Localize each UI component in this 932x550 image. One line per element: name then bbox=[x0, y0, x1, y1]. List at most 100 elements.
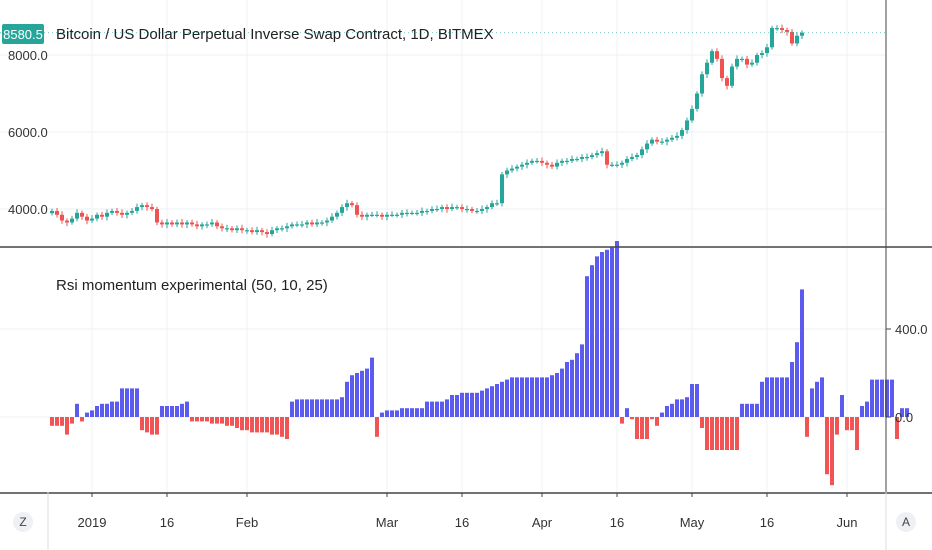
candle bbox=[730, 66, 734, 86]
histogram-bar bbox=[115, 401, 119, 417]
price-axis[interactable]: 4000.0 6000.0 8000.0 bbox=[8, 48, 48, 217]
candle bbox=[410, 212, 414, 215]
histogram-bar bbox=[435, 401, 439, 417]
histogram-bar bbox=[335, 399, 339, 417]
histogram-bar bbox=[585, 276, 589, 417]
histogram-bar bbox=[525, 377, 529, 417]
histogram-bar bbox=[820, 377, 824, 417]
histogram-bar bbox=[485, 388, 489, 417]
histogram-bar bbox=[160, 406, 164, 417]
histogram-bar bbox=[260, 417, 264, 433]
histogram-bar bbox=[425, 401, 429, 417]
candle bbox=[370, 214, 374, 216]
candle bbox=[65, 220, 69, 223]
candle bbox=[665, 139, 669, 142]
zoom-button[interactable]: Z bbox=[13, 512, 33, 532]
histogram-bar bbox=[575, 353, 579, 417]
histogram-bar bbox=[100, 403, 104, 417]
histogram-bar bbox=[410, 408, 414, 417]
histogram-bar bbox=[605, 249, 609, 417]
candle bbox=[515, 166, 519, 169]
main-chart-title: Bitcoin / US Dollar Perpetual Inverse Sw… bbox=[56, 26, 494, 43]
histogram-bar bbox=[340, 397, 344, 417]
candle bbox=[130, 210, 134, 213]
candle bbox=[525, 162, 529, 165]
histogram-bar bbox=[810, 388, 814, 417]
indicator-tick-label: 400.0 bbox=[895, 322, 928, 337]
histogram-bar bbox=[645, 417, 649, 439]
auto-scale-button[interactable]: A bbox=[896, 512, 916, 532]
candle bbox=[240, 228, 244, 231]
candle bbox=[590, 155, 594, 158]
candle bbox=[470, 209, 474, 211]
histogram-bar bbox=[480, 390, 484, 417]
histogram-bar bbox=[415, 408, 419, 417]
candle bbox=[620, 162, 624, 165]
candle bbox=[115, 210, 119, 213]
candle bbox=[165, 222, 169, 225]
candle bbox=[105, 212, 109, 217]
histogram-bar bbox=[615, 241, 619, 417]
candle bbox=[160, 222, 164, 225]
histogram-bar bbox=[860, 406, 864, 417]
time-axis[interactable]: 2019 16 Feb Mar 16 Apr 16 May 16 Jun bbox=[78, 493, 858, 530]
candle bbox=[235, 228, 239, 231]
candle bbox=[630, 157, 634, 159]
candle bbox=[180, 222, 184, 225]
last-price-badge bbox=[2, 24, 44, 44]
histogram-bar bbox=[400, 408, 404, 417]
histogram-bar bbox=[795, 342, 799, 417]
candlestick-series bbox=[0, 24, 886, 238]
histogram-bar bbox=[905, 408, 909, 417]
histogram-bar bbox=[690, 384, 694, 417]
histogram-bar bbox=[635, 417, 639, 439]
histogram-bar bbox=[290, 401, 294, 417]
candle bbox=[780, 28, 784, 30]
histogram-bar bbox=[670, 403, 674, 417]
histogram-bar bbox=[500, 381, 504, 417]
candle bbox=[250, 230, 254, 233]
histogram-bar bbox=[490, 386, 494, 417]
grid-lines bbox=[0, 0, 886, 492]
candle bbox=[430, 209, 434, 211]
candle bbox=[255, 230, 259, 233]
candle bbox=[740, 58, 744, 61]
time-tick-label: Feb bbox=[236, 515, 258, 530]
histogram-bar bbox=[640, 417, 644, 439]
histogram-bar bbox=[295, 399, 299, 417]
candle bbox=[645, 143, 649, 150]
histogram-bar bbox=[835, 417, 839, 435]
candle bbox=[420, 210, 424, 213]
histogram-bar bbox=[725, 417, 729, 450]
candle bbox=[475, 210, 479, 213]
histogram-bar bbox=[180, 403, 184, 417]
candle bbox=[85, 216, 89, 221]
candle bbox=[760, 53, 764, 55]
histogram-bar bbox=[705, 417, 709, 450]
histogram-bar bbox=[765, 377, 769, 417]
candle bbox=[775, 28, 779, 30]
histogram-bar bbox=[70, 417, 74, 424]
candle bbox=[325, 220, 329, 223]
candle bbox=[360, 214, 364, 217]
histogram-bar bbox=[830, 417, 834, 486]
candle bbox=[565, 160, 569, 163]
candle bbox=[640, 149, 644, 156]
histogram-bar bbox=[885, 379, 889, 417]
histogram-bar bbox=[385, 410, 389, 417]
histogram-bar bbox=[675, 399, 679, 417]
histogram-bar bbox=[495, 384, 499, 417]
candle bbox=[185, 222, 189, 225]
candle bbox=[520, 164, 524, 167]
histogram-bar bbox=[330, 399, 334, 417]
histogram-bar bbox=[530, 377, 534, 417]
candle bbox=[330, 216, 334, 221]
indicator-axis[interactable]: 0.0 400.0 bbox=[886, 322, 928, 425]
histogram-bar bbox=[280, 417, 284, 437]
candle bbox=[795, 35, 799, 44]
candle bbox=[125, 212, 129, 215]
candle bbox=[505, 170, 509, 175]
histogram-bar bbox=[650, 417, 654, 420]
